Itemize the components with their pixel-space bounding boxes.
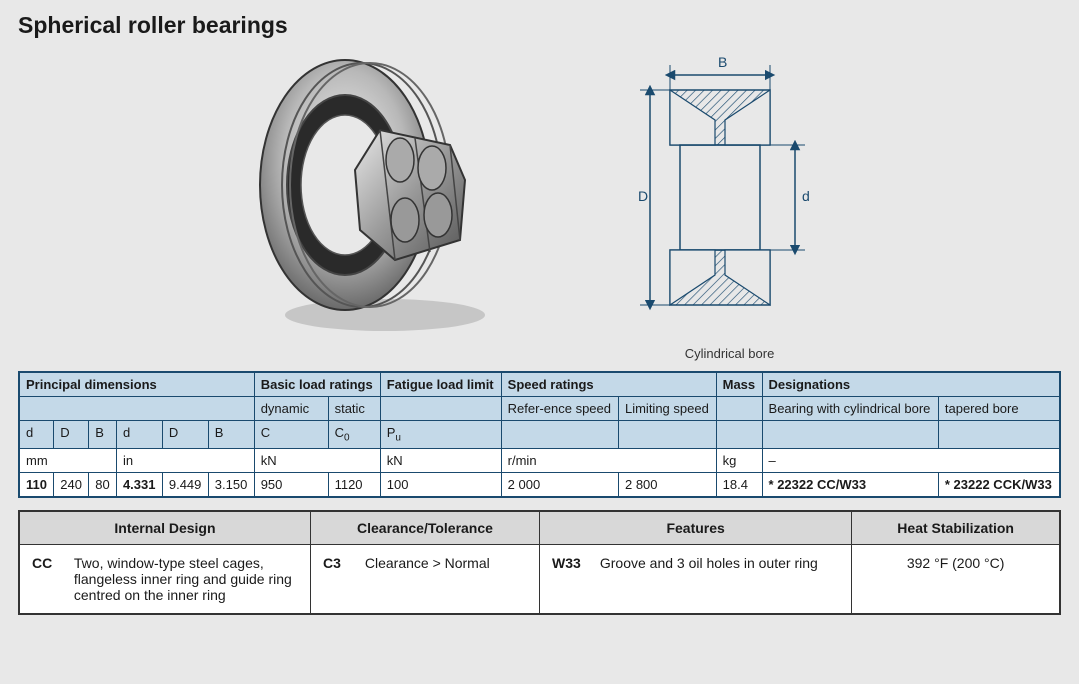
hdr-heat: Heat Stabilization xyxy=(852,511,1060,545)
dimensions-table: Principal dimensions Basic load ratings … xyxy=(18,371,1061,498)
page-title: Spherical roller bearings xyxy=(18,12,1061,39)
attributes-table: Internal Design Clearance/Tolerance Feat… xyxy=(18,510,1061,615)
unit-kn1: kN xyxy=(254,448,380,472)
unit-rmin: r/min xyxy=(501,448,716,472)
val-D-in: 9.449 xyxy=(162,472,208,497)
schematic-label-b: B xyxy=(718,54,727,70)
hdr-internal: Internal Design xyxy=(19,511,310,545)
hdr-speed: Speed ratings xyxy=(501,372,716,397)
sub-dynamic: dynamic xyxy=(254,397,328,421)
hdr-principal: Principal dimensions xyxy=(19,372,254,397)
hdr-clearance: Clearance/Tolerance xyxy=(310,511,539,545)
val-B-in: 3.150 xyxy=(208,472,254,497)
unit-kg: kg xyxy=(716,448,762,472)
sym-B: B xyxy=(89,421,117,449)
val-d-in: 4.331 xyxy=(116,472,162,497)
schematic-label-d-upper: D xyxy=(638,188,648,204)
sym-D2: D xyxy=(162,421,208,449)
val-desig-tap: * 23222 CCK/W33 xyxy=(938,472,1060,497)
unit-kn2: kN xyxy=(380,448,501,472)
unit-dash: – xyxy=(762,448,1060,472)
sym-B2: B xyxy=(208,421,254,449)
val-C0: 1120 xyxy=(328,472,380,497)
sym-d2: d xyxy=(116,421,162,449)
val-Pu: 100 xyxy=(380,472,501,497)
sym-D: D xyxy=(54,421,89,449)
val-B-mm: 80 xyxy=(89,472,117,497)
sub-limiting: Limiting speed xyxy=(618,397,716,421)
top-illustration-area: B D d Cylindrical bore xyxy=(18,45,1061,365)
val-desig-cyl: * 22322 CC/W33 xyxy=(762,472,938,497)
hdr-mass: Mass xyxy=(716,372,762,397)
sym-d: d xyxy=(19,421,54,449)
schematic-caption: Cylindrical bore xyxy=(630,346,830,361)
schematic-drawing-block: B D d Cylindrical bore xyxy=(630,45,830,361)
sub-tapered: tapered bore xyxy=(938,397,1060,421)
sub-reference: Refer-ence speed xyxy=(501,397,618,421)
val-D-mm: 240 xyxy=(54,472,89,497)
schematic-drawing: B D d xyxy=(630,45,830,335)
val-refspeed: 2 000 xyxy=(501,472,618,497)
sym-C0: C0 xyxy=(328,421,380,449)
sub-static: static xyxy=(328,397,380,421)
sub-bearing-cyl: Bearing with cylindrical bore xyxy=(762,397,938,421)
hdr-designations: Designations xyxy=(762,372,1060,397)
sym-Pu: Pu xyxy=(380,421,501,449)
cell-heat: 392 °F (200 °C) xyxy=(852,544,1060,614)
hdr-features: Features xyxy=(539,511,851,545)
val-limspeed: 2 800 xyxy=(618,472,716,497)
val-C: 950 xyxy=(254,472,328,497)
hdr-fatigue: Fatigue load limit xyxy=(380,372,501,397)
sym-C: C xyxy=(254,421,328,449)
val-mass: 18.4 xyxy=(716,472,762,497)
unit-mm: mm xyxy=(19,448,116,472)
cell-internal: CC Two, window-type steel cages, flangel… xyxy=(19,544,310,614)
val-d-mm: 110 xyxy=(19,472,54,497)
schematic-label-d-lower: d xyxy=(802,188,810,204)
unit-in: in xyxy=(116,448,254,472)
cell-features: W33 Groove and 3 oil holes in outer ring xyxy=(539,544,851,614)
cell-clearance: C3 Clearance > Normal xyxy=(310,544,539,614)
bearing-3d-illustration xyxy=(250,35,510,335)
hdr-basicload: Basic load ratings xyxy=(254,372,380,397)
